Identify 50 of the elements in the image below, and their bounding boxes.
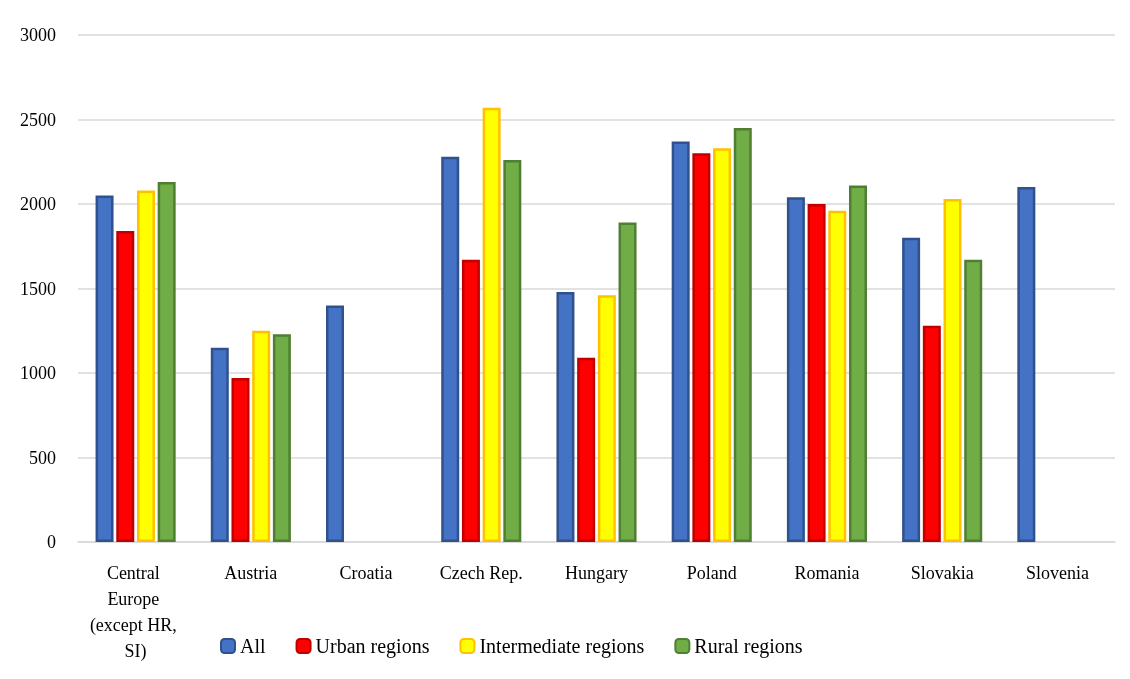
bar bbox=[692, 153, 711, 542]
y-tick-label: 500 bbox=[29, 447, 56, 468]
bar bbox=[807, 204, 826, 542]
bar bbox=[210, 347, 229, 542]
y-tick-label: 3000 bbox=[20, 25, 56, 45]
bar bbox=[597, 295, 616, 542]
x-tick-label: Poland bbox=[686, 563, 737, 583]
x-tick-label: Czech Rep. bbox=[439, 563, 523, 583]
legend-label: Rural regions bbox=[694, 635, 803, 658]
bar bbox=[252, 330, 271, 542]
y-tick-label: 0 bbox=[47, 532, 56, 552]
bar bbox=[618, 222, 637, 542]
x-tick-label: Slovakia bbox=[910, 563, 974, 583]
x-tick-label: Central Europe (except HR, SI) bbox=[89, 563, 182, 662]
bar bbox=[733, 127, 752, 542]
x-tick-label: Croatia bbox=[339, 563, 393, 583]
x-tick-label: Romania bbox=[794, 563, 860, 583]
bar bbox=[922, 325, 941, 542]
bar bbox=[713, 148, 732, 542]
bar bbox=[848, 185, 867, 542]
y-tick-label: 1500 bbox=[20, 278, 56, 299]
bar bbox=[441, 156, 460, 542]
bar bbox=[157, 182, 176, 542]
bar bbox=[231, 378, 250, 542]
y-tick-label: 1000 bbox=[20, 363, 56, 383]
bar bbox=[116, 231, 135, 542]
bar bbox=[95, 195, 114, 542]
bar bbox=[902, 237, 921, 542]
y-tick-label: 2000 bbox=[20, 194, 56, 214]
x-tick-label: Hungary bbox=[565, 563, 628, 583]
bar bbox=[671, 141, 690, 542]
x-tick-label: Austria bbox=[224, 563, 278, 583]
bar bbox=[556, 291, 575, 542]
bar bbox=[786, 197, 805, 542]
bar bbox=[828, 210, 847, 542]
bar bbox=[272, 334, 291, 542]
bar bbox=[482, 107, 501, 542]
bar bbox=[964, 259, 983, 542]
legend-label: Intermediate regions bbox=[479, 635, 645, 658]
legend-label: All bbox=[240, 635, 266, 657]
bar bbox=[1017, 187, 1036, 542]
bar bbox=[136, 190, 155, 542]
bar bbox=[943, 198, 962, 542]
bar bbox=[461, 259, 480, 542]
bar bbox=[326, 305, 345, 542]
bar bbox=[577, 357, 596, 542]
bar bbox=[503, 160, 522, 542]
x-tick-label: Slovenia bbox=[1025, 563, 1089, 583]
legend-label: Urban regions bbox=[315, 635, 430, 658]
y-tick-label: 2500 bbox=[20, 109, 56, 130]
